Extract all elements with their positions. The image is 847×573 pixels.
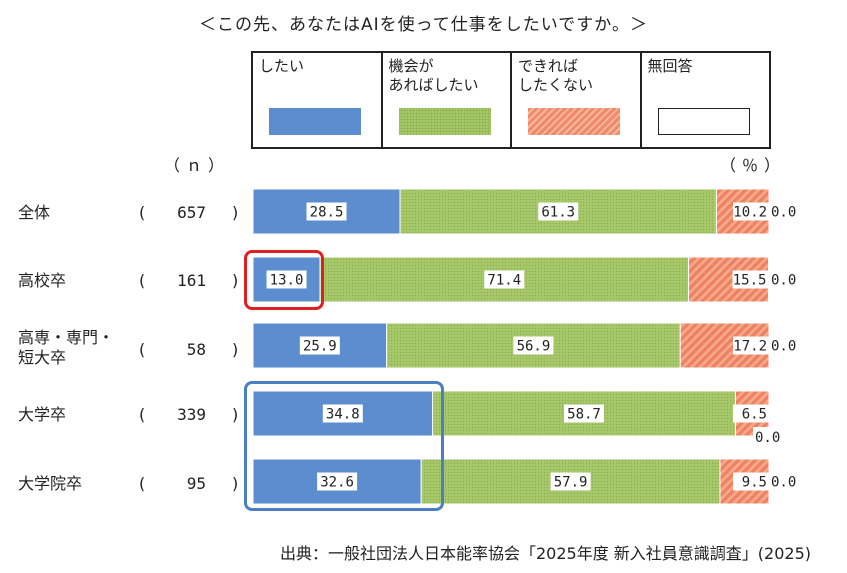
row-label-college-line2: 短大卒 bbox=[18, 348, 67, 367]
label-bg-1-series-1 bbox=[484, 270, 525, 289]
data-label-1-series-1: 71.4 bbox=[487, 273, 521, 289]
row-label-highschool-text: 高校卒 bbox=[18, 271, 67, 290]
label-bg-2-rather-not bbox=[733, 336, 769, 355]
n-value-all: 657 bbox=[177, 203, 206, 222]
label-bg-3-series-1 bbox=[564, 404, 605, 423]
legend-label-want-line1: したい bbox=[259, 57, 305, 75]
highlight-box-university-groups bbox=[244, 381, 444, 511]
n-value-graduate: 95 bbox=[186, 474, 206, 493]
data-label-3-series-3: 0.0 bbox=[755, 430, 780, 446]
legend-swatch-rather-not bbox=[528, 108, 620, 135]
data-label-0-series-2: 10.2 bbox=[733, 205, 767, 221]
legend-item-rather-not: できれば したくない bbox=[512, 53, 642, 147]
label-bg-3-no-answer bbox=[753, 427, 783, 446]
legend-swatch-if-chance bbox=[398, 108, 491, 135]
data-label-0-series-0: 28.5 bbox=[310, 205, 344, 221]
row-label-graduate-text: 大学院卒 bbox=[18, 474, 83, 493]
data-label-3-series-1: 58.7 bbox=[567, 407, 601, 423]
legend-item-want: したい bbox=[253, 53, 383, 147]
data-label-4-series-3: 0.0 bbox=[771, 475, 796, 491]
legend-label-if-chance-line2: あればしたい bbox=[388, 76, 479, 94]
label-bg-2-series-0 bbox=[299, 336, 340, 355]
source-note: 出典：一般社団法人日本能率協会「2025年度 新入社員意識調査」(2025) bbox=[279, 544, 811, 563]
label-bg-3-series-0 bbox=[322, 404, 363, 423]
row-label-all-text: 全体 bbox=[18, 203, 51, 222]
data-label-1-series-0: 13.0 bbox=[270, 273, 304, 289]
label-bg-0-no-answer bbox=[770, 202, 800, 222]
n-open-paren: ( bbox=[139, 405, 146, 424]
data-label-1-series-3: 0.0 bbox=[771, 273, 796, 289]
data-label-4-series-0: 32.6 bbox=[320, 475, 354, 491]
legend-label-rather-not-line1: できれば bbox=[518, 57, 579, 75]
legend-label-rather-not-line2: したくない bbox=[518, 76, 594, 94]
row-label-college-line1: 高専・専門・ bbox=[18, 328, 115, 347]
label-bg-1-no-answer bbox=[770, 270, 800, 290]
label-bg-4-rather-not bbox=[733, 472, 769, 491]
legend-label-no-answer: 無回答 bbox=[647, 57, 693, 75]
data-label-2-series-3: 0.0 bbox=[771, 339, 796, 355]
highlight-box-highschool bbox=[244, 250, 324, 310]
data-label-0-series-1: 61.3 bbox=[541, 205, 575, 221]
n-value-college: 58 bbox=[186, 340, 206, 359]
n-open-paren: ( bbox=[139, 203, 146, 222]
data-label-2-series-1: 56.9 bbox=[517, 339, 551, 355]
n-close-paren: ) bbox=[232, 405, 239, 424]
row-label-college: 高専・専門・ 短大卒 bbox=[18, 328, 114, 368]
data-label-4-series-2: 9.5 bbox=[742, 475, 767, 491]
bar-4-series-0 bbox=[252, 458, 422, 505]
label-bg-1-series-0 bbox=[266, 270, 307, 289]
legend-label-if-chance-line1: 機会が bbox=[388, 57, 434, 75]
data-label-2-series-0: 25.9 bbox=[303, 339, 337, 355]
legend-swatch-no-answer bbox=[657, 108, 750, 135]
n-header: （ｎ） bbox=[164, 156, 231, 175]
row-label-all: 全体 bbox=[18, 203, 50, 223]
legend-swatch-want bbox=[269, 108, 361, 135]
percent-header: （％） bbox=[720, 156, 787, 175]
legend: したい 機会が あればしたい できれば したくない 無回答 bbox=[251, 51, 771, 149]
data-label-3-series-2: 6.5 bbox=[742, 407, 767, 423]
n-open-paren: ( bbox=[139, 271, 146, 290]
label-bg-4-no-answer bbox=[770, 472, 800, 492]
data-label-0-series-3: 0.0 bbox=[771, 205, 796, 221]
n-close-paren: ) bbox=[232, 340, 239, 359]
data-label-1-series-2: 15.5 bbox=[733, 273, 767, 289]
legend-item-if-chance: 機会が あればしたい bbox=[383, 53, 512, 147]
n-value-university: 339 bbox=[177, 405, 206, 424]
row-label-graduate: 大学院卒 bbox=[18, 474, 82, 494]
n-open-paren: ( bbox=[139, 340, 146, 359]
label-bg-0-rather-not bbox=[733, 202, 769, 221]
row-label-university-text: 大学卒 bbox=[18, 405, 67, 424]
label-bg-2-series-1 bbox=[513, 336, 554, 355]
chart-title: ＜この先、あなたはAIを使って仕事をしたいですか。＞ bbox=[199, 15, 648, 35]
n-close-paren: ) bbox=[232, 271, 239, 290]
data-label-2-series-2: 17.2 bbox=[733, 339, 767, 355]
n-close-paren: ) bbox=[232, 474, 239, 493]
n-close-paren: ) bbox=[232, 203, 239, 222]
label-bg-0-series-1 bbox=[538, 202, 579, 221]
row-label-university: 大学卒 bbox=[18, 405, 66, 425]
data-label-3-series-0: 34.8 bbox=[326, 407, 360, 423]
legend-item-no-answer: 無回答 bbox=[642, 53, 770, 147]
row-label-highschool: 高校卒 bbox=[18, 271, 66, 291]
label-bg-4-series-0 bbox=[317, 472, 358, 491]
label-bg-2-no-answer bbox=[770, 336, 800, 356]
label-bg-0-series-0 bbox=[306, 202, 347, 221]
label-bg-3-rather-not bbox=[733, 404, 769, 423]
label-bg-1-rather-not bbox=[732, 270, 769, 289]
n-value-highschool: 161 bbox=[177, 271, 206, 290]
label-bg-4-series-1 bbox=[550, 472, 591, 491]
data-label-4-series-1: 57.9 bbox=[554, 475, 588, 491]
n-open-paren: ( bbox=[139, 474, 146, 493]
